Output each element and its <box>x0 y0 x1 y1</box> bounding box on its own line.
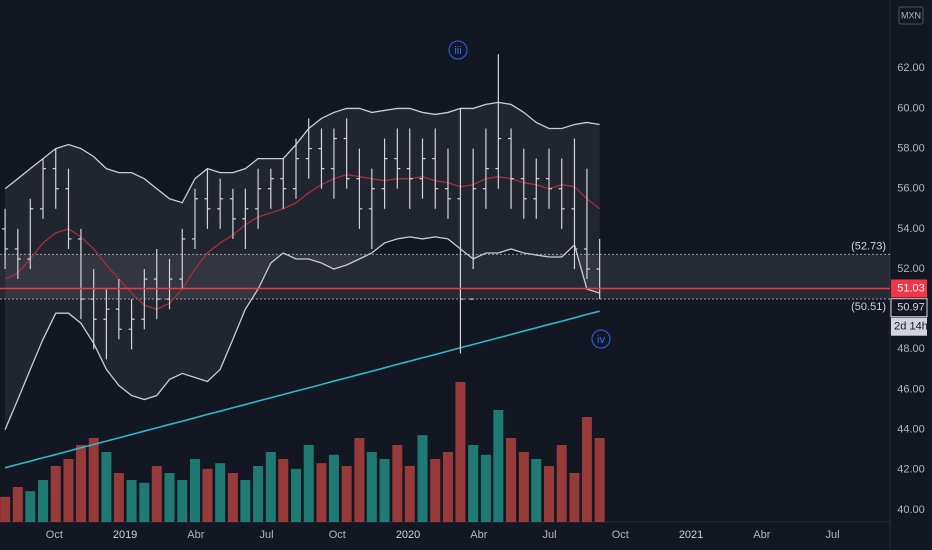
y-tick-label: 54.00 <box>897 223 925 235</box>
volume-bar <box>581 417 592 522</box>
zone-label: (52.73) <box>851 240 886 252</box>
volume-bar <box>139 482 150 522</box>
currency-box[interactable] <box>898 6 924 25</box>
x-tick-label: Abr <box>753 529 770 541</box>
volume-bar <box>417 435 428 522</box>
volume-bar <box>25 491 36 522</box>
volume-bar <box>569 473 580 522</box>
y-tick-label: 44.00 <box>897 424 925 436</box>
x-tick-label: Abr <box>470 529 487 541</box>
volume-bar <box>455 382 466 522</box>
wave-circle <box>448 40 468 60</box>
volume-bar <box>354 438 365 522</box>
zone-fill <box>0 254 890 299</box>
wave-circle <box>591 329 611 349</box>
volume-bar <box>202 468 213 522</box>
volume-bar <box>328 454 339 522</box>
marker-price-box <box>890 298 928 318</box>
currency: MXN <box>901 10 921 20</box>
indicator-line <box>4 101 600 204</box>
y-tick-label: 58.00 <box>897 142 925 154</box>
volume-bar <box>506 438 517 522</box>
y-tick-label: 42.00 <box>897 464 925 476</box>
last-price-box <box>891 279 927 298</box>
volume-bar <box>113 473 124 522</box>
volume-bar <box>189 459 200 522</box>
volume-bar <box>430 459 441 522</box>
volume-bar <box>366 452 377 522</box>
y-tick-label: 40.00 <box>897 504 925 516</box>
volume-bar <box>518 452 529 522</box>
volume-bar <box>543 466 554 522</box>
volume-bar <box>227 473 238 522</box>
volume-bar <box>265 452 276 522</box>
x-tick-label: 2021 <box>679 529 703 541</box>
volume-bar <box>38 480 49 522</box>
volume-bar <box>12 487 23 522</box>
volume-bar <box>278 459 289 522</box>
volume-bar <box>215 463 226 522</box>
x-tick-label: Jul <box>826 529 840 541</box>
x-tick-label: Oct <box>329 529 346 541</box>
x-tick-label: Oct <box>46 529 63 541</box>
volume-bar <box>88 438 99 522</box>
indicator-line <box>4 310 600 469</box>
volume-bar <box>442 452 453 522</box>
y-tick-label: 56.00 <box>897 183 925 195</box>
x-tick-label: Abr <box>187 529 204 541</box>
y-tick-label: 60.00 <box>897 102 925 114</box>
volume-bar <box>50 466 61 522</box>
y-tick-label: 52.00 <box>897 263 925 275</box>
volume-bar <box>101 452 112 522</box>
volume-bar <box>392 445 403 522</box>
volume-bar <box>480 454 491 522</box>
x-tick-label: Oct <box>612 529 629 541</box>
volume-bar <box>253 466 264 522</box>
volume-bar <box>404 466 415 522</box>
y-tick-label: 48.00 <box>897 343 925 355</box>
wave-label: iv <box>597 334 605 346</box>
countdown: 2d 14h <box>894 321 928 333</box>
volume-bar <box>341 466 352 522</box>
wave-label: iii <box>454 45 461 57</box>
volume-bar <box>151 466 162 522</box>
last-price-label: 51.03 <box>897 282 925 294</box>
x-tick-label: Jul <box>260 529 274 541</box>
volume-bar <box>493 410 504 522</box>
volume-bar <box>594 438 605 522</box>
x-tick-label: 2020 <box>396 529 420 541</box>
volume-bar <box>75 445 86 522</box>
x-tick-label: Jul <box>543 529 557 541</box>
x-tick-label: 2019 <box>113 529 137 541</box>
volume-bar <box>126 480 137 522</box>
volume-bar <box>0 496 11 522</box>
volume-bar <box>556 445 567 522</box>
volume-bar <box>531 459 542 522</box>
indicator-line <box>4 174 601 310</box>
zone-label: (50.51) <box>851 301 886 313</box>
volume-bar <box>468 445 479 522</box>
volume-bar <box>164 473 175 522</box>
volume-bar <box>63 459 74 522</box>
volume-bar <box>379 459 390 522</box>
volume-bar <box>291 468 302 522</box>
volume-bar <box>240 480 251 522</box>
volume-bar <box>303 445 314 522</box>
y-tick-label: 46.00 <box>897 383 925 395</box>
indicator-line <box>4 236 600 430</box>
y-tick-label: 62.00 <box>897 62 925 74</box>
marker-price-label: 50.97 <box>897 302 925 314</box>
volume-bar <box>177 480 188 522</box>
countdown-box <box>891 317 927 336</box>
volume-bar <box>316 463 327 522</box>
